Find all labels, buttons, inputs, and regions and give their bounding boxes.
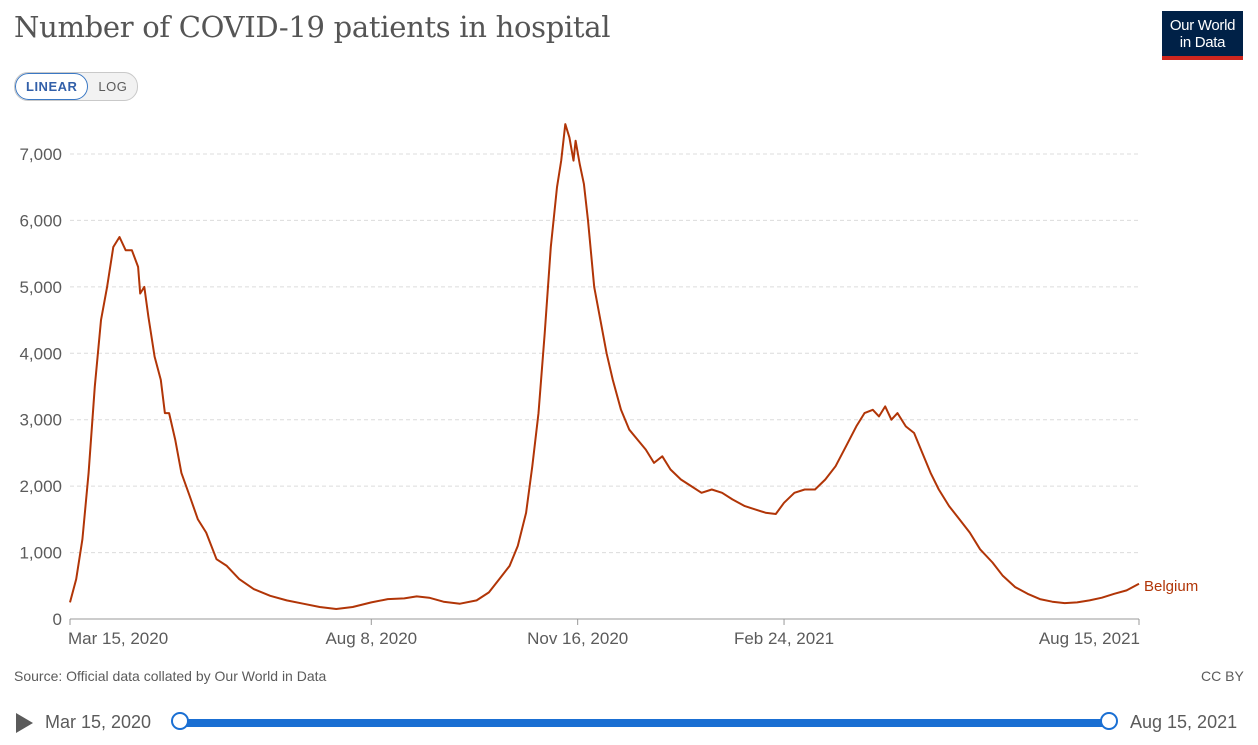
y-tick-label: 0 (53, 610, 62, 629)
timeline-end-handle[interactable] (1100, 712, 1118, 730)
license-link[interactable]: CC BY (1201, 668, 1244, 684)
y-tick-label: 6,000 (19, 211, 62, 230)
gridlines (70, 153, 1139, 554)
owid-logo[interactable]: Our World in Data (1162, 11, 1243, 60)
y-tick-label: 5,000 (19, 278, 62, 297)
x-tick-label: Aug 15, 2021 (1039, 629, 1140, 648)
scale-toggle: LINEAR LOG (14, 72, 139, 101)
timeline-start-label: Mar 15, 2020 (45, 712, 152, 732)
y-tick-label: 7,000 (19, 145, 62, 164)
series-label-belgium[interactable]: Belgium (1144, 578, 1198, 595)
timeline-slider-track[interactable] (180, 719, 1110, 727)
line-chart: 0 1,000 2,000 3,000 4,000 5,000 6,000 7,000 Mar… (19, 123, 1198, 648)
chart-title: Number of COVID-19 patients in hospital (14, 10, 611, 44)
play-icon[interactable] (16, 713, 33, 733)
x-tick-label: Mar 15, 2020 (68, 629, 168, 648)
y-axis-ticks: 0 1,000 2,000 3,000 4,000 5,000 6,000 7,000 (19, 145, 62, 629)
y-tick-label: 2,000 (19, 477, 62, 496)
y-tick-label: 1,000 (19, 544, 62, 563)
logo-line-2: in Data (1179, 34, 1226, 51)
logo-line-1: Our World (1169, 17, 1236, 34)
y-tick-label: 4,000 (19, 344, 62, 363)
timeline-end-label: Aug 15, 2021 (1130, 712, 1238, 732)
series-line-belgium[interactable] (69, 123, 1140, 610)
log-scale-button[interactable]: LOG (98, 79, 128, 94)
x-tick-label: Nov 16, 2020 (527, 629, 628, 648)
linear-scale-button[interactable]: LINEAR (15, 73, 89, 100)
source-note[interactable]: Source: Official data collated by Our Wo… (14, 668, 327, 684)
x-axis: Mar 15, 2020 Aug 8, 2020 Nov 16, 2020 Feb 2… (68, 618, 1140, 648)
x-tick-label: Aug 8, 2020 (325, 629, 417, 648)
y-tick-label: 3,000 (19, 411, 62, 430)
x-tick-label: Feb 24, 2021 (734, 629, 834, 648)
series-group: Belgium (69, 123, 1198, 610)
timeline-start-handle[interactable] (171, 712, 189, 730)
